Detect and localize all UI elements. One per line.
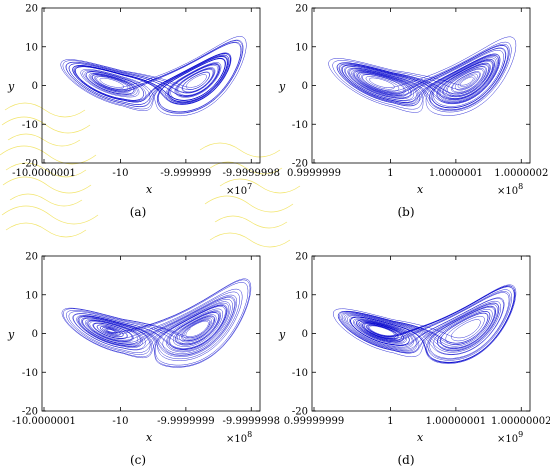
xmultiplier-exp-b: 8 bbox=[518, 182, 523, 191]
chart-d: 20 10 0 -10 -20 0.99999999 1 1.00000001 1.00000… bbox=[278, 252, 550, 446]
ytick-label: 0 bbox=[302, 329, 308, 340]
ylabel-a: y bbox=[7, 80, 15, 93]
plot-area-b bbox=[328, 36, 517, 116]
xtick-label: -10.0000001 bbox=[12, 416, 76, 427]
trajectory-line bbox=[328, 36, 517, 116]
ytick-label: 0 bbox=[302, 81, 308, 92]
plot-frame-c bbox=[41, 255, 261, 412]
trajectory-line bbox=[60, 36, 247, 117]
ylabel-d: y bbox=[278, 328, 286, 341]
xtick-label: -9.9999998 bbox=[223, 416, 280, 427]
xtick-label: -9.999999 bbox=[160, 168, 211, 179]
xmultiplier-c: ×108 bbox=[226, 430, 252, 445]
xmultiplier-b: ×108 bbox=[497, 182, 523, 197]
panel-c: 20 10 0 -10 -20 -10.0000001 -10 -9.9999999 -9.9… bbox=[0, 248, 280, 475]
ytick-label: 10 bbox=[295, 42, 308, 53]
xmultiplier-a: ×107 bbox=[226, 182, 252, 197]
ytick-label: -20 bbox=[292, 407, 308, 418]
xtick-label: -10 bbox=[112, 168, 128, 179]
xtick-label: 1.0000001 bbox=[429, 168, 483, 179]
plot-area-d bbox=[332, 284, 517, 364]
ytick-label: 10 bbox=[25, 290, 38, 301]
ytick-label: 20 bbox=[295, 252, 308, 263]
ytick-label: 20 bbox=[25, 252, 38, 263]
caption-b: (b) bbox=[397, 205, 415, 219]
xtick-label: -10 bbox=[112, 416, 128, 427]
xmultiplier-exp-d: 9 bbox=[518, 430, 523, 439]
xtick-label: 1 bbox=[387, 168, 393, 179]
xtick-label: 1.00000002 bbox=[491, 416, 550, 427]
xlabel-b: x bbox=[417, 183, 424, 196]
chart-a: 20 10 0 -10 -20 -10.0000001 -10 -9.999999 -9.99… bbox=[7, 4, 280, 198]
xmultiplier-base-a: ×10 bbox=[226, 186, 247, 197]
plot-area-a bbox=[60, 36, 247, 117]
xtick-label: -9.9999999 bbox=[157, 416, 214, 427]
ytick-label: 10 bbox=[25, 42, 38, 53]
xmultiplier-exp-c: 8 bbox=[247, 430, 252, 439]
chart-c: 20 10 0 -10 -20 -10.0000001 -10 -9.9999999 -9.9… bbox=[7, 252, 280, 446]
xtick-label: 1.0000002 bbox=[494, 168, 548, 179]
chart-b: 20 10 0 -10 -20 0.9999999 1 1.0000001 1.0000002… bbox=[278, 4, 548, 198]
ytick-label: 0 bbox=[32, 329, 38, 340]
xtick-label: 0.9999999 bbox=[287, 168, 341, 179]
xlabel-c: x bbox=[146, 431, 153, 444]
xlabel-a: x bbox=[146, 183, 153, 196]
panel-a: 20 10 0 -10 -20 -10.0000001 -10 -9.999999 -9.99… bbox=[0, 0, 280, 237]
xtick-label: -10.0000001 bbox=[12, 168, 76, 179]
xmultiplier-base-b: ×10 bbox=[497, 186, 518, 197]
xtick-label: -9.9999998 bbox=[223, 168, 280, 179]
ytick-label: 20 bbox=[25, 4, 38, 15]
xtick-label: 0.99999999 bbox=[284, 416, 344, 427]
panel-b: 20 10 0 -10 -20 0.9999999 1 1.0000001 1.0000002… bbox=[275, 0, 550, 237]
ytick-label: -20 bbox=[22, 159, 38, 170]
ytick-label: 20 bbox=[295, 4, 308, 15]
caption-a: (a) bbox=[129, 205, 147, 219]
caption-c: (c) bbox=[129, 453, 147, 467]
ytick-label: -10 bbox=[22, 120, 38, 131]
xtick-label: 1.00000001 bbox=[426, 416, 486, 427]
panel-d: 20 10 0 -10 -20 0.99999999 1 1.00000001 1.00000… bbox=[275, 248, 550, 475]
ytick-label: 0 bbox=[32, 81, 38, 92]
caption-d: (d) bbox=[397, 453, 415, 467]
plot-area-c bbox=[61, 278, 252, 368]
ytick-label: -10 bbox=[22, 368, 38, 379]
xtick-label: 1 bbox=[387, 416, 393, 427]
plot-frame-d bbox=[311, 255, 531, 412]
ytick-label: -20 bbox=[22, 407, 38, 418]
ytick-label: -10 bbox=[292, 120, 308, 131]
xmultiplier-exp-a: 7 bbox=[247, 182, 252, 191]
trajectory-line bbox=[61, 278, 252, 368]
xmultiplier-base-c: ×10 bbox=[226, 434, 247, 445]
ytick-label: 10 bbox=[295, 290, 308, 301]
ytick-label: -20 bbox=[292, 159, 308, 170]
trajectory-line bbox=[332, 284, 517, 364]
xlabel-d: x bbox=[417, 431, 424, 444]
ytick-label: -10 bbox=[292, 368, 308, 379]
xmultiplier-d: ×109 bbox=[497, 430, 523, 445]
ylabel-b: y bbox=[278, 80, 286, 93]
xmultiplier-base-d: ×10 bbox=[497, 434, 518, 445]
ylabel-c: y bbox=[7, 328, 15, 341]
